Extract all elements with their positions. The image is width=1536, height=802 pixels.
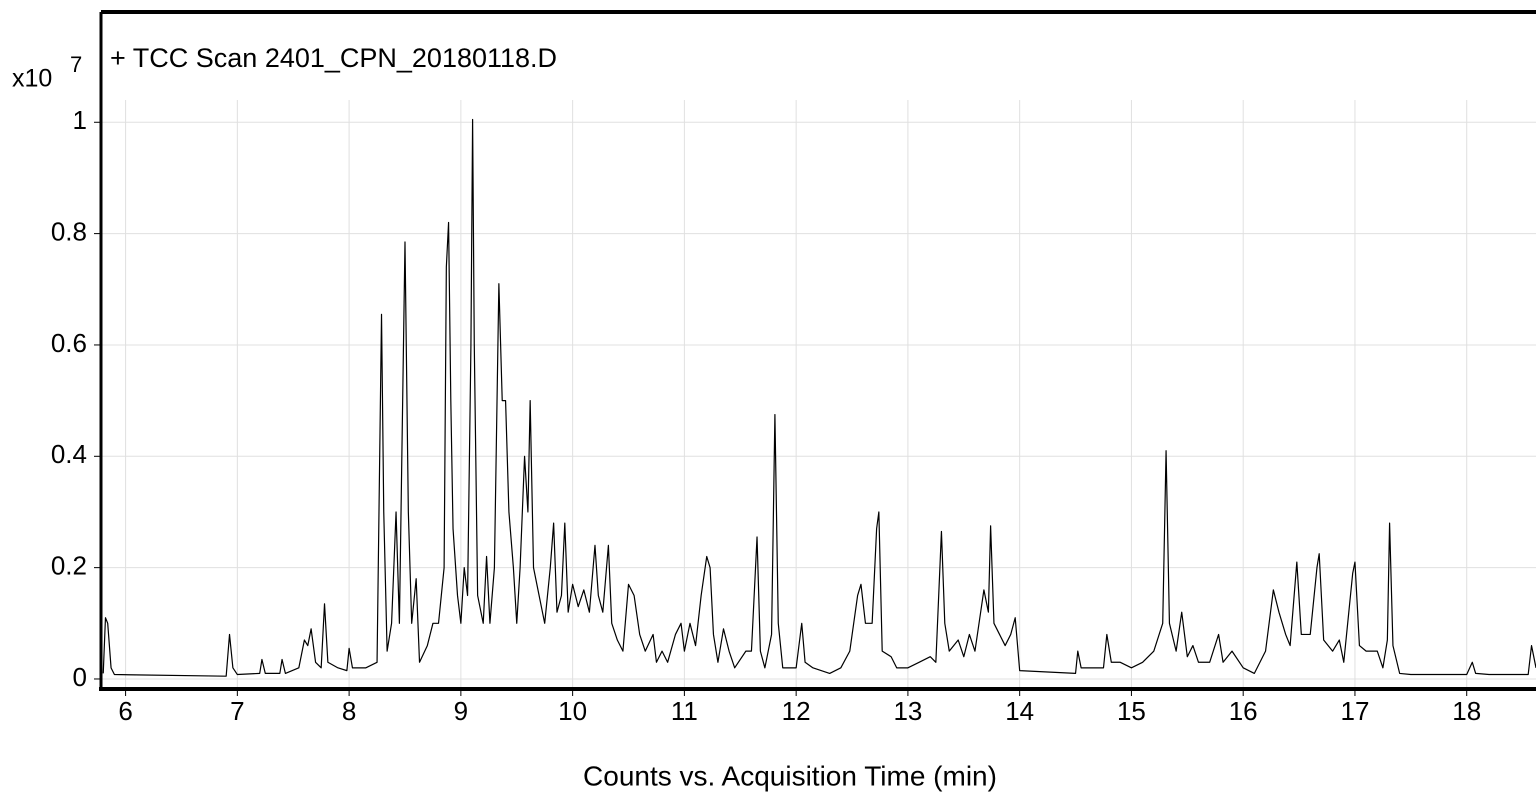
plot — [102, 118, 1536, 677]
x-tick-label: 18 — [1452, 696, 1481, 726]
chromatogram-line — [102, 118, 1536, 677]
y-tick-label: 0.8 — [51, 216, 87, 246]
y-multiplier: x10 — [12, 65, 52, 93]
x-tick-label: 13 — [893, 696, 922, 726]
y-exponent: 7 — [70, 52, 82, 77]
x-tick-label: 11 — [671, 696, 698, 726]
y-tick-label: 0.6 — [51, 328, 87, 358]
x-tick-label: 15 — [1117, 696, 1146, 726]
x-tick-label: 8 — [342, 696, 356, 726]
grid — [101, 100, 1536, 689]
x-axis-label: Counts vs. Acquisition Time (min) — [583, 760, 997, 791]
x-tick-label: 9 — [454, 696, 468, 726]
x-tick-label: 10 — [558, 696, 587, 726]
x-tick-label: 7 — [230, 696, 244, 726]
chart-title: + TCC Scan 2401_CPN_20180118.D — [110, 43, 557, 73]
y-tick-label: 1 — [73, 105, 87, 135]
x-tick-label: 17 — [1340, 696, 1369, 726]
x-tick-label: 16 — [1229, 696, 1258, 726]
x-tick-label: 12 — [782, 696, 811, 726]
y-tick-label: 0.4 — [51, 439, 87, 469]
y-tick-label: 0 — [73, 662, 87, 692]
y-tick-label: 0.2 — [51, 551, 87, 581]
x-tick-label: 14 — [1005, 696, 1034, 726]
x-tick-label: 6 — [118, 696, 132, 726]
